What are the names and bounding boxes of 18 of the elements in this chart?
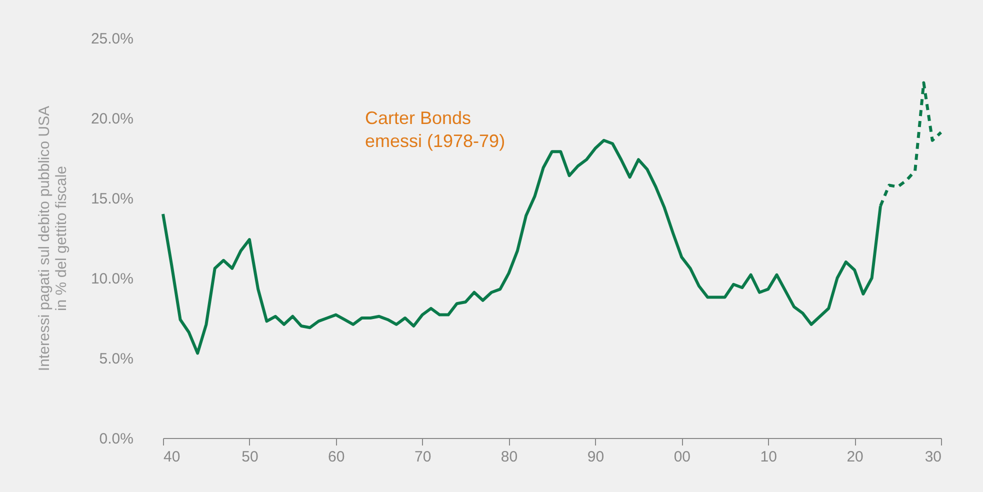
y-axis-title: Interessi pagati sul debito pubblico USA in % del gettito fiscale <box>36 106 70 372</box>
x-tick-label: 20 <box>846 448 864 466</box>
x-tick-label: 80 <box>500 448 518 466</box>
x-tick-label: 40 <box>164 448 180 466</box>
x-tick-label: 00 <box>674 448 691 466</box>
annotation: Carter Bonds emessi (1978-79) <box>365 108 506 151</box>
x-tick-label: 60 <box>328 448 345 466</box>
y-tick-label: 0.0% <box>99 430 134 448</box>
y-tick-label: 15.0% <box>90 190 134 208</box>
x-tick-label: 50 <box>242 448 258 466</box>
x-tick-label: 90 <box>587 448 604 466</box>
x-tick-label: 70 <box>414 448 432 466</box>
y-tick-label: 20.0% <box>90 110 134 128</box>
y-tick-label: 25.0% <box>90 30 134 48</box>
x-tick-label: 10 <box>760 448 777 466</box>
y-tick-label: 10.0% <box>90 270 134 288</box>
x-tick-label: 30 <box>924 448 942 466</box>
y-tick-label: 5.0% <box>99 350 134 368</box>
